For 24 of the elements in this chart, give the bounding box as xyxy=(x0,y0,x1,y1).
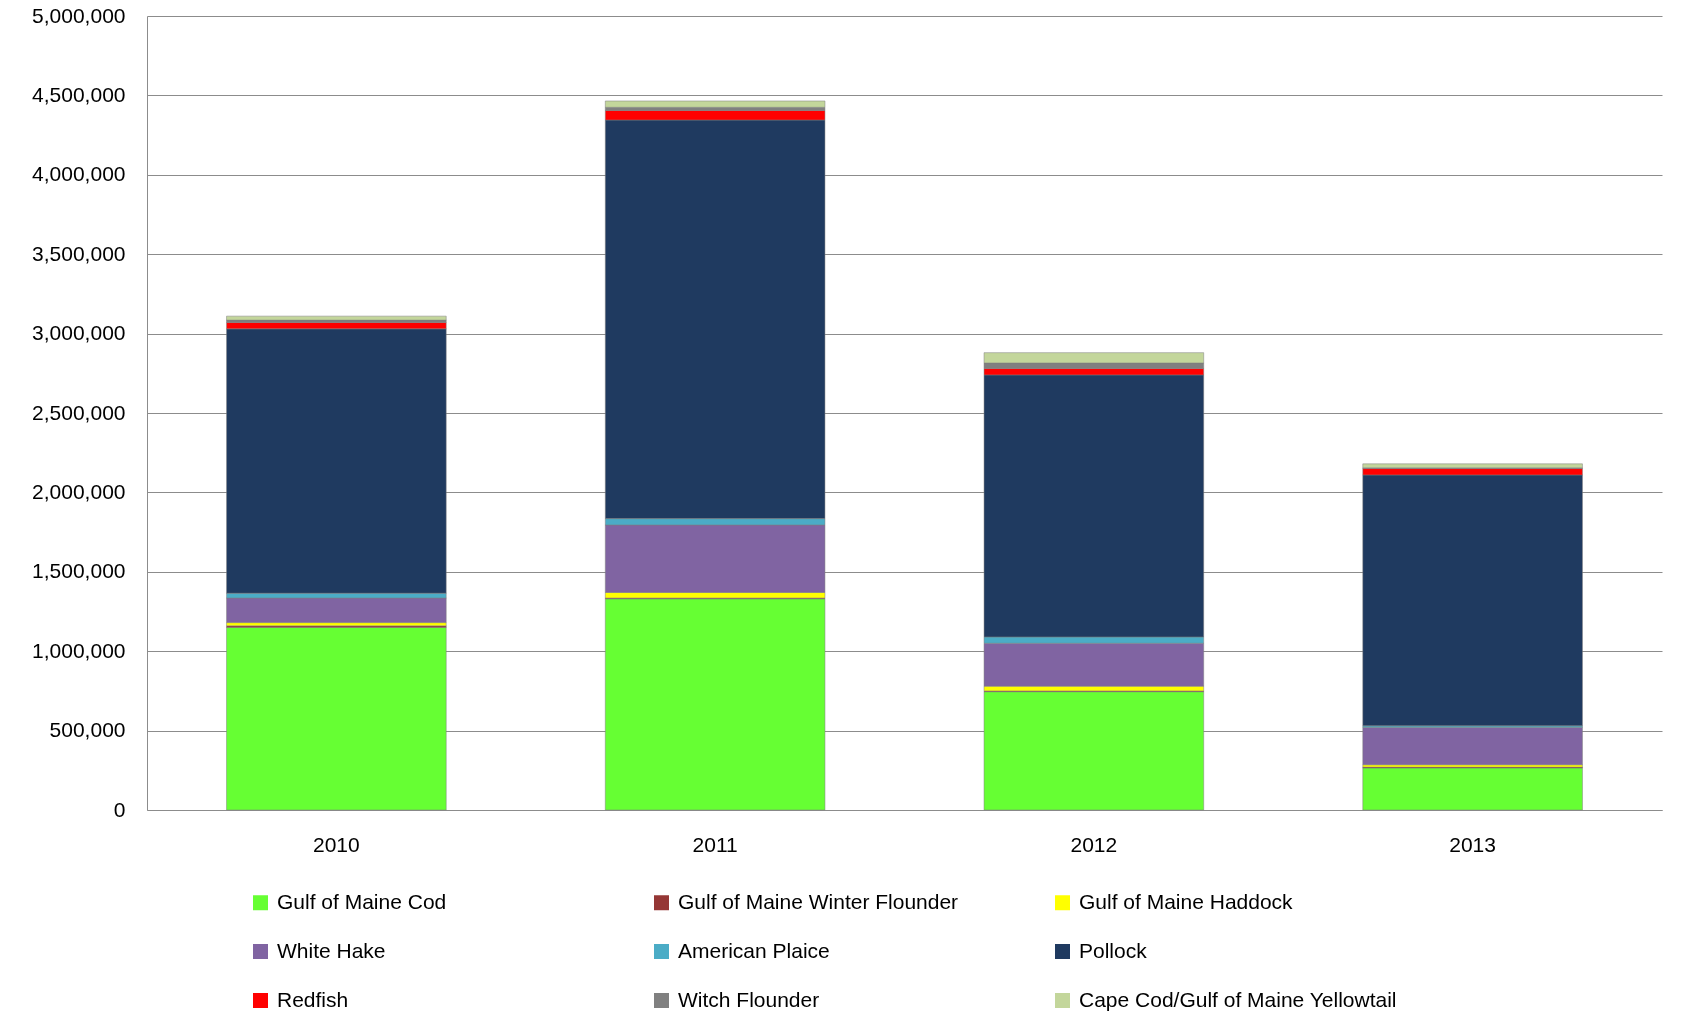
y-tick-label: 1,000,000 xyxy=(32,638,126,662)
y-tick-label: 5,000,000 xyxy=(32,3,126,27)
y-tick-label: 0 xyxy=(113,797,126,821)
y-tick-label: 1,500,000 xyxy=(32,559,126,583)
y-tick-label: 4,000,000 xyxy=(32,162,126,186)
y-tick-label: 500,000 xyxy=(49,718,126,742)
y-tick-label: 2,000,000 xyxy=(32,479,126,503)
legend-label: Gulf of Maine Cod xyxy=(277,889,447,913)
legend-label: Gulf of Maine Haddock xyxy=(1079,889,1294,913)
y-tick-label: 3,000,000 xyxy=(32,321,126,345)
y-tick-label: 3,500,000 xyxy=(32,241,126,265)
legend-label: Gulf of Maine Winter Flounder xyxy=(678,889,959,913)
x-tick-label: 2010 xyxy=(313,832,360,856)
legend-label: Pollock xyxy=(1079,938,1148,962)
legend-label: Redfish xyxy=(277,987,349,1011)
legend-label: American Plaice xyxy=(678,938,830,962)
x-tick-label: 2011 xyxy=(692,832,738,856)
legend-label: Witch Flounder xyxy=(678,987,820,1011)
x-tick-label: 2012 xyxy=(1070,832,1118,856)
y-tick-label: 2,500,000 xyxy=(32,400,126,424)
legend-label: White Hake xyxy=(277,938,386,962)
legend-label: Cape Cod/Gulf of Maine Yellowtail xyxy=(1079,987,1397,1011)
y-tick-label: 4,500,000 xyxy=(32,82,126,106)
x-tick-label: 2013 xyxy=(1449,832,1496,856)
